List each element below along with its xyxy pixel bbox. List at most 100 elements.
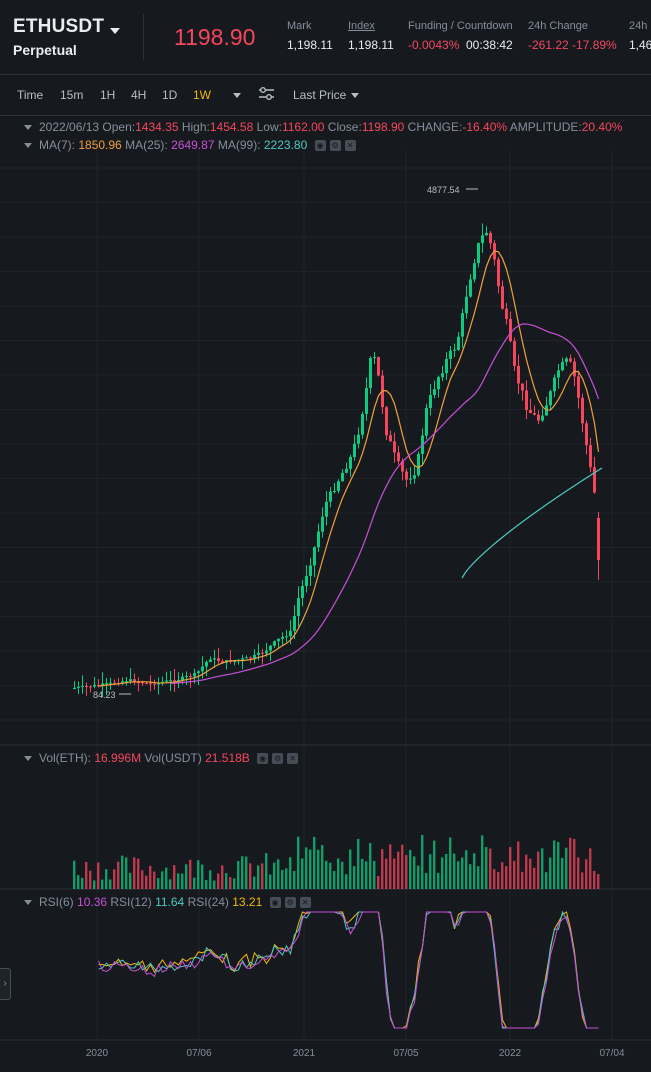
candle-body — [385, 407, 388, 436]
volume-bar — [557, 842, 560, 889]
volume-bar — [457, 861, 460, 889]
interval-15m[interactable]: 15m — [60, 88, 84, 102]
eye-icon[interactable]: ◉ — [269, 897, 281, 909]
volume-bar — [209, 870, 212, 889]
candle-body — [265, 650, 268, 654]
volume-bar — [393, 858, 396, 889]
volume-bar — [117, 861, 120, 889]
symbol-dropdown-icon[interactable] — [110, 28, 120, 34]
ma99-line — [461, 467, 603, 579]
candle-body — [149, 683, 152, 685]
volume-bar — [273, 862, 276, 889]
volume-bar — [201, 864, 204, 889]
candle-body — [477, 243, 480, 264]
volume-bar — [421, 834, 424, 889]
volume-bar — [561, 857, 564, 889]
candle-body — [509, 319, 512, 342]
volume-bar — [181, 873, 184, 889]
interval-1w[interactable]: 1W — [193, 88, 211, 102]
candle-body — [489, 232, 492, 244]
change-value: -261.22 -17.89% — [528, 38, 617, 52]
gear-icon[interactable]: ⚙ — [329, 140, 341, 152]
volume-bar — [433, 840, 436, 889]
ohlc-legend: 2022/06/13 Open:1434.35 High:1454.58 Low… — [0, 120, 622, 134]
mark-price-value: 1,198.11 — [287, 38, 333, 52]
close-icon[interactable]: ✕ — [299, 897, 311, 909]
collapse-ma-icon[interactable] — [24, 143, 32, 149]
candle-body — [73, 687, 76, 689]
collapse-rsi-icon[interactable] — [24, 900, 32, 906]
candle-body — [585, 423, 588, 446]
volume-bar — [489, 848, 492, 889]
volume-bar — [501, 862, 504, 889]
volume-bar — [453, 853, 456, 889]
candle-body — [77, 686, 80, 688]
eye-icon[interactable]: ◉ — [314, 140, 326, 152]
ma7-label: MA(7): — [39, 138, 75, 152]
symbol-name[interactable]: ETHUSDT — [13, 16, 105, 37]
candle-body — [453, 349, 456, 351]
ma99-label: MA(99): — [217, 138, 261, 152]
volume-bar — [533, 867, 536, 889]
rsi24-value: 13.21 — [232, 895, 263, 909]
candle-body — [401, 461, 404, 472]
candle-body — [121, 681, 124, 684]
price-type-label: Last Price — [293, 88, 347, 102]
volume-bar — [205, 879, 208, 889]
vol-usdt-label: Vol(USDT) — [144, 751, 202, 765]
volume-bar — [237, 861, 240, 889]
volume-bar — [513, 860, 516, 889]
ma25-value: 2649.87 — [171, 138, 215, 152]
candle-body — [137, 682, 140, 684]
candle-body — [533, 413, 536, 415]
candle-body — [409, 478, 412, 480]
volume-bar — [241, 856, 244, 889]
gear-icon[interactable]: ⚙ — [284, 897, 296, 909]
candle-body — [297, 597, 300, 616]
volume-bar — [93, 880, 96, 889]
close-icon[interactable]: ✕ — [287, 753, 299, 765]
volume-bar — [145, 875, 148, 889]
candle-body — [541, 415, 544, 421]
volume-bar — [529, 858, 532, 889]
candle-body — [389, 435, 392, 442]
funding-label: Funding / Countdown — [408, 20, 513, 32]
volume-bar — [173, 865, 176, 889]
volume-bar — [509, 847, 512, 889]
candle-body — [561, 361, 564, 371]
interval-1d[interactable]: 1D — [162, 88, 178, 102]
candle-body — [433, 389, 436, 395]
collapse-ohlc-icon[interactable] — [24, 125, 32, 131]
candle-body — [321, 516, 324, 532]
expand-panel-icon[interactable]: › — [0, 968, 11, 1000]
volume-bar — [333, 870, 336, 889]
volume-bar — [161, 871, 164, 889]
more-intervals-icon[interactable] — [228, 88, 241, 102]
volume-bar — [177, 873, 180, 889]
eye-icon[interactable]: ◉ — [257, 753, 269, 765]
volume-bar — [265, 853, 268, 889]
interval-1h[interactable]: 1H — [100, 88, 116, 102]
candle-body — [429, 394, 432, 408]
collapse-volume-icon[interactable] — [24, 756, 32, 762]
interval-4h[interactable]: 4H — [131, 88, 147, 102]
indicator-settings-icon[interactable] — [258, 86, 275, 105]
index-price-label[interactable]: Index — [348, 20, 375, 32]
close-value: 1198.90 — [361, 120, 405, 134]
candle-body — [249, 657, 252, 659]
volume-bar — [253, 876, 256, 889]
volume-bar — [469, 864, 472, 889]
price-type-select[interactable]: Last Price — [293, 88, 360, 102]
candle-body — [405, 471, 408, 480]
interval-time[interactable]: Time — [17, 88, 44, 102]
volume-bar — [369, 843, 372, 889]
candle-body — [85, 685, 88, 687]
close-icon[interactable]: ✕ — [344, 140, 356, 152]
volume-bar — [517, 841, 520, 889]
volume-bar — [413, 856, 416, 889]
volume-bar — [461, 857, 464, 889]
gear-icon[interactable]: ⚙ — [272, 753, 284, 765]
candle-body — [81, 685, 84, 687]
candle-body — [557, 370, 560, 378]
